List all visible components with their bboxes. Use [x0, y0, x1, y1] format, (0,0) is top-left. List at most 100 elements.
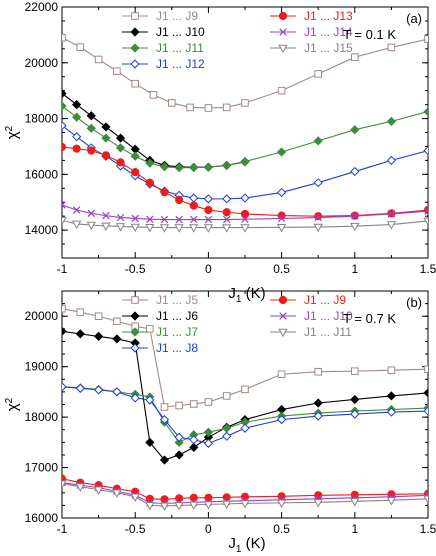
legend-label: J1 ... J13: [304, 9, 353, 23]
data-point: [86, 123, 96, 133]
data-point: [314, 213, 322, 222]
data-point: [72, 206, 81, 214]
data-point: [222, 215, 231, 224]
temperature-annotation: T = 0.1 K: [343, 27, 396, 42]
data-point: [350, 498, 360, 507]
series-j1-j10: [62, 88, 250, 172]
data-point: [203, 224, 214, 233]
data-point: [313, 136, 323, 146]
data-point: [87, 209, 96, 218]
data-point: [87, 146, 96, 155]
data-point: [386, 155, 397, 165]
data-point: [314, 367, 322, 376]
legend-marker: [278, 11, 288, 21]
data-point: [386, 221, 397, 230]
data-point: [145, 178, 154, 187]
legend-marker: [130, 43, 140, 53]
data-point: [71, 220, 82, 230]
data-point: [190, 215, 198, 224]
data-point: [130, 151, 140, 161]
legend-label: J1 ... J10: [304, 309, 353, 323]
data-point: [76, 308, 85, 316]
legend-label: J1 ... J9: [156, 9, 198, 23]
data-point: [130, 393, 140, 403]
legend-entry: J1 ... J10: [122, 25, 205, 39]
series-j1-j13: [62, 142, 428, 221]
data-point: [240, 156, 250, 167]
data-point: [174, 224, 184, 233]
data-point: [145, 437, 155, 447]
legend-marker: [130, 327, 140, 337]
data-point: [174, 502, 184, 511]
data-point: [116, 158, 125, 167]
legend-label: J1 ... J6: [156, 309, 198, 323]
data-point: [203, 438, 214, 448]
data-point: [276, 224, 287, 233]
data-point: [145, 224, 155, 233]
data-point: [350, 166, 360, 177]
data-point: [222, 500, 232, 510]
data-point: [423, 146, 428, 156]
data-point: [94, 55, 103, 64]
legend-entry: J1 ... J11: [270, 325, 352, 339]
data-point: [222, 493, 231, 502]
data-point: [204, 215, 213, 224]
data-point: [276, 499, 287, 509]
series-line: [62, 37, 428, 109]
x-tick-label: 0.5: [273, 522, 290, 536]
data-point: [160, 215, 169, 224]
panel-label: (a): [406, 11, 422, 26]
legend-entry: J1 ... J7: [122, 325, 198, 339]
x-tick-label: 0.5: [273, 262, 290, 276]
data-point: [424, 365, 428, 373]
data-point: [115, 133, 126, 143]
plot-frame: [61, 6, 429, 259]
legend-entry: J1 ... J11: [122, 41, 204, 55]
data-point: [62, 88, 67, 99]
plot-area: [62, 33, 428, 233]
legend-label: J1 ... J5: [156, 293, 198, 307]
data-point: [204, 104, 213, 112]
data-point: [149, 91, 158, 99]
legend-entry: J1 ... J6: [122, 309, 198, 323]
data-point: [186, 103, 194, 112]
data-point: [160, 188, 169, 197]
chart-panel-a: -1 -0.5 0 0.5 1 1.5 14000 16000 18000 20000 22000 J…: [4, 0, 436, 305]
legend-entry: J1 ... J5: [122, 293, 198, 307]
data-point: [204, 205, 213, 215]
data-point: [203, 162, 214, 172]
y-tick-label: 20000: [25, 56, 59, 70]
data-point: [168, 99, 176, 107]
data-point: [115, 223, 126, 232]
data-point: [75, 383, 85, 393]
data-point: [423, 217, 428, 227]
legend-label: J1 ... J10: [156, 25, 205, 39]
data-point: [62, 326, 67, 336]
data-point: [93, 385, 104, 395]
data-point: [424, 207, 428, 215]
data-point: [313, 499, 323, 508]
data-point: [75, 329, 85, 339]
data-point: [159, 455, 170, 465]
data-point: [175, 215, 183, 224]
data-point: [203, 501, 214, 510]
data-point: [423, 205, 428, 215]
temperature-annotation: T = 0.7 K: [343, 311, 396, 326]
data-point: [313, 223, 323, 233]
data-point: [240, 500, 250, 509]
data-point: [130, 493, 140, 502]
data-point: [240, 492, 250, 501]
x-axis-label: J1 (K): [228, 535, 265, 555]
data-point: [101, 222, 111, 232]
data-point: [159, 502, 170, 512]
chart-panel-b: -1 -0.5 0 0.5 1 1.5 16000 17000 18000 19000 20000 J…: [4, 290, 436, 555]
data-point: [386, 391, 397, 401]
legend-entry: J1 ... J8: [122, 341, 198, 355]
data-point: [174, 437, 184, 447]
legend-marker: [130, 27, 140, 37]
data-point: [240, 193, 250, 203]
data-point: [222, 160, 232, 171]
x-tick-label: 1: [351, 262, 358, 276]
data-point: [222, 103, 231, 112]
x-tick-label: 1.5: [420, 522, 436, 536]
